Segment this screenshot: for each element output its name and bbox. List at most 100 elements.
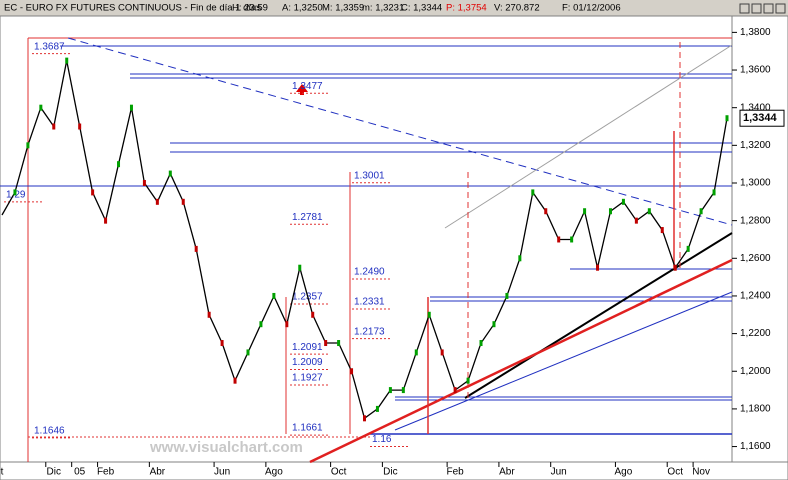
header-field: m: 1,3231 [362,3,404,14]
price-point [583,208,587,215]
trend-line [464,232,733,399]
y-tick-label: 1,3200 [740,140,771,151]
price-point [26,142,30,149]
price-point [531,189,535,196]
trend-line [444,44,733,229]
y-tick-label: 1,2200 [740,328,771,339]
price-point [272,292,276,299]
price-point [168,170,172,177]
price-point [129,104,133,111]
y-tick-label: 1,2600 [740,253,771,264]
window-button[interactable] [775,3,786,14]
price-point [375,405,379,412]
x-tick-label: Jun [551,467,567,478]
trend-line [309,258,733,464]
header-field: M: 1,3359 [322,3,364,14]
arrow-icon [296,84,308,95]
x-tick-label: Feb [447,467,465,478]
price-point [414,349,418,356]
price-point [608,208,612,215]
price-point [181,198,185,205]
header-field: C: 1,3344 [401,3,442,14]
y-tick-label: 1,1600 [740,441,771,452]
price-point [65,57,69,64]
header-field: F: 01/12/2006 [562,3,621,14]
level-label: 1.2173 [354,326,385,337]
price-point [298,264,302,271]
window-button[interactable] [739,3,750,14]
price-point [363,415,366,422]
price-point [324,340,328,347]
level-label: 1.3001 [354,170,385,181]
price-point [634,217,638,224]
x-tick-label: Oct [331,467,347,478]
level-label: 1.3687 [34,41,65,52]
price-point [117,161,121,168]
level-label: 1.1646 [34,426,65,437]
level-label: 1.2490 [354,267,385,278]
price-point [647,208,651,215]
trend-line [394,291,733,431]
y-tick-label: 1,2000 [740,366,771,377]
last-price-box [739,109,785,127]
header-field: A: 1,3250 [282,3,323,14]
price-point [712,189,716,196]
level-label: 1.2009 [292,357,323,368]
header-field: H: 23:59 [232,3,268,14]
level-label: 1.1661 [292,423,323,434]
level-label: 1.2781 [292,212,323,223]
x-tick-label: 05 [74,467,86,478]
price-point [311,311,315,318]
x-tick-label: Nov [692,467,710,478]
x-tick-label: Oct [667,467,683,478]
price-point [596,264,600,271]
price-point [194,245,198,252]
x-tick-label: Dic [47,467,61,478]
price-point [440,349,444,356]
window-button[interactable] [751,3,762,14]
price-point [104,217,108,224]
price-point [207,311,211,318]
price-point [570,236,574,243]
last-price-label: 1,3344 [743,112,778,124]
level-label: 1.1927 [292,373,323,384]
x-tick-label: t [1,467,4,478]
y-tick-label: 1,3600 [740,65,771,76]
header-field: P: 1,3754 [446,3,487,14]
price-point [13,189,17,196]
plot-area [0,15,733,463]
title: EC - EURO FX FUTURES CONTINUOUS - Fin de… [4,3,261,14]
price-point [466,377,470,384]
trend-line [67,37,733,226]
window-button[interactable] [763,3,774,14]
price-point [518,255,522,262]
y-tick-label: 1,1800 [740,404,771,415]
price-point [479,340,483,347]
y-tick-label: 1,2400 [740,291,771,302]
price-point [78,123,82,130]
price-point [52,123,56,130]
price-point [233,377,237,384]
price-point [337,340,341,347]
y-axis-panel [731,15,788,463]
price-point [388,387,392,394]
level-label: 1.16 [372,434,392,445]
price-point [350,368,354,375]
watermark: www.visualchart.com [149,439,303,456]
y-tick-label: 1,3800 [740,27,771,38]
level-label: 1.3477 [292,81,323,92]
price-point [155,198,159,205]
y-tick-label: 1,3000 [740,178,771,189]
price-point [220,340,224,347]
x-axis-panel [0,461,788,480]
price-point [142,179,146,186]
price-point [673,264,677,271]
x-tick-label: Ago [615,467,633,478]
x-tick-label: Jun [214,467,230,478]
price-point [699,208,703,215]
price-point [621,198,625,205]
y-tick-label: 1,3400 [740,102,771,113]
x-tick-label: Abr [150,467,166,478]
x-tick-label: Dic [383,467,397,478]
